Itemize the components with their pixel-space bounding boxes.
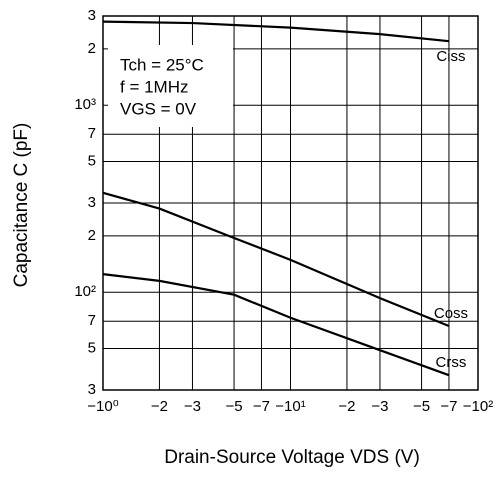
x-tick-label: −5 [413, 398, 430, 415]
series-line [102, 273, 450, 377]
plot-frame [102, 15, 479, 391]
y-tick-label: 7 [88, 312, 96, 329]
x-tick-label: −7 [253, 398, 270, 415]
annotation: VGS = 0V [120, 99, 197, 118]
x-tick-label: −7 [440, 398, 457, 415]
annotation: f = 1MHz [120, 77, 189, 96]
y-tick-label: 2 [88, 227, 96, 244]
series-label: Ciss [436, 48, 465, 65]
x-tick-label: −10⁰ [87, 398, 118, 415]
series-label: Coss [434, 305, 468, 322]
y-tick-label: 2 [88, 40, 96, 57]
x-tick-label: −3 [184, 398, 201, 415]
x-tick-label: −2 [338, 398, 355, 415]
x-tick-label: −3 [371, 398, 388, 415]
y-axis-label: Capacitance C (pF) [11, 123, 32, 288]
x-tick-label: −2 [151, 398, 168, 415]
y-tick-label: 3 [88, 194, 96, 211]
y-tick-label: 10² [74, 283, 96, 300]
x-tick-label: −10¹ [275, 398, 305, 415]
annotation-box [108, 45, 233, 127]
y-tick-label: 3 [88, 381, 96, 398]
y-tick-label: 5 [88, 339, 96, 356]
series-line [102, 191, 450, 327]
y-tick-label: 7 [88, 125, 96, 142]
series-line [102, 20, 450, 43]
y-tick-label: 10³ [74, 96, 96, 113]
series-label: Crss [436, 354, 467, 371]
y-tick-label: 3 [88, 7, 96, 24]
x-tick-label: −5 [226, 398, 243, 415]
x-axis-label: Drain-Source Voltage VDS (V) [164, 447, 420, 468]
x-tick-label: −10² [463, 398, 493, 415]
y-tick-label: 5 [88, 152, 96, 169]
annotation: Tch = 25°C [120, 55, 204, 74]
